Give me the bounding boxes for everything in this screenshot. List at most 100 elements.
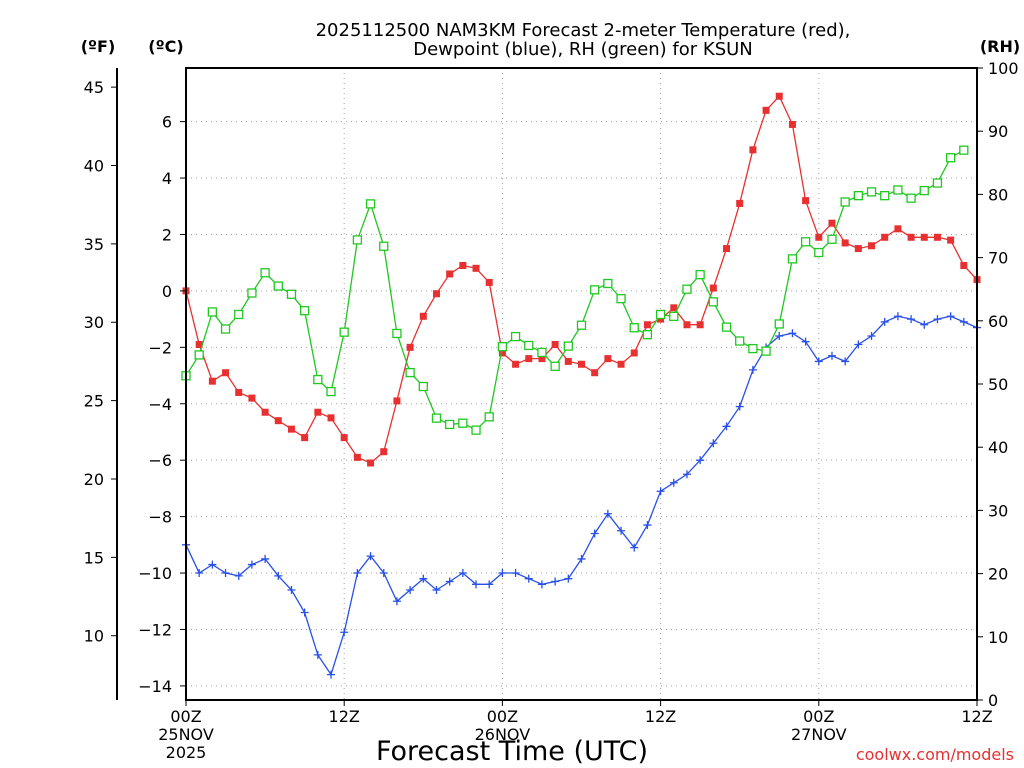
dewpoint-point (577, 554, 586, 563)
rh-point (220, 324, 231, 334)
rh-point (405, 367, 415, 378)
dewpoint-point (340, 628, 349, 637)
dewpoint-point (485, 580, 494, 589)
dewpoint-point (287, 585, 296, 594)
temperature-point (788, 120, 796, 128)
dewpoint-point (195, 569, 204, 578)
x-tick-label: 12Z (329, 707, 360, 726)
rh-tick-label: 10 (988, 628, 1008, 647)
rh-point (919, 185, 929, 196)
rh-point (576, 320, 587, 330)
rh-point (339, 327, 349, 337)
celsius-tick-label: −12 (138, 620, 172, 639)
temperature-point (604, 355, 612, 363)
rh-point (787, 254, 798, 264)
dewpoint-point (709, 439, 718, 448)
dewpoint-point (247, 560, 256, 569)
dewpoint-point (234, 571, 243, 580)
fahrenheit-tick-label: 40 (84, 156, 104, 175)
dewpoint-point (432, 585, 441, 594)
rh-point (234, 309, 244, 320)
celsius-tick-label: −8 (148, 508, 172, 527)
temperature-point (709, 284, 717, 292)
tick-labels: −14−12−10−8−6−4−202461015202530354045010… (84, 59, 1019, 762)
temperature-point (670, 304, 678, 312)
gridlines (186, 68, 977, 700)
chart-title-line2: Dewpoint (blue), RH (green) for KSUN (413, 39, 753, 60)
temperature-point (683, 321, 691, 329)
dewpoint-point (643, 521, 652, 530)
rh-point (273, 281, 283, 291)
dewpoint-point (406, 585, 415, 594)
series-layer (181, 92, 981, 679)
x-tick-label: 00Z (170, 707, 201, 726)
rh-point (524, 340, 534, 351)
rh-point (590, 285, 600, 295)
temperature-point (353, 453, 361, 461)
rh-point (418, 381, 428, 392)
dewpoint-point (907, 315, 916, 324)
dewpoint-point (445, 577, 454, 586)
rh-point (959, 145, 969, 155)
rh-point (735, 336, 745, 346)
x-axis-title: Forecast Time (UTC) (376, 736, 648, 767)
celsius-tick-label: −4 (148, 395, 172, 414)
rh-point (800, 237, 811, 247)
rh-point (721, 322, 732, 332)
rh-point (906, 193, 916, 203)
fahrenheit-tick-label: 20 (84, 470, 104, 489)
plot-frame (185, 67, 978, 701)
rh-point (853, 191, 863, 201)
temperature-point (459, 262, 467, 269)
x-tick-label: 00Z (803, 707, 834, 726)
dewpoint-point (617, 526, 626, 535)
x-tick-label: 26NOV (475, 725, 531, 744)
dewpoint-point (274, 571, 283, 580)
dewpoint-point (920, 320, 929, 329)
rh-point (893, 185, 903, 195)
temperature-point (723, 245, 731, 253)
temperature-point (920, 233, 928, 241)
rh-point (365, 199, 376, 209)
temperature-point (749, 146, 757, 154)
dewpoint-point (221, 569, 230, 578)
temperature-point (235, 388, 243, 396)
series-rh (181, 145, 969, 435)
temperature-point (432, 290, 440, 298)
temperature-point (868, 242, 876, 250)
rh-point (932, 178, 943, 188)
rh-line (185, 149, 965, 431)
fahrenheit-tick-label: 45 (84, 78, 104, 97)
dewpoint-point (537, 580, 546, 589)
rh-point (880, 191, 890, 201)
temperature-point (775, 92, 783, 100)
dewpoint-point (366, 552, 375, 561)
dewpoint-point (814, 357, 823, 366)
dewpoint-point (748, 365, 757, 374)
temperature-point (287, 425, 295, 433)
temperature-point (881, 233, 889, 241)
temperature-point (578, 360, 585, 368)
dewpoint-point (827, 351, 836, 360)
rh-point (286, 289, 297, 299)
fahrenheit-tick-label: 15 (84, 548, 104, 567)
temperature-point (419, 312, 427, 320)
axes (116, 67, 978, 701)
dewpoint-point (933, 315, 942, 324)
temperature-point (841, 239, 849, 247)
rh-point (642, 330, 653, 340)
x-tick-label: 00Z (487, 707, 518, 726)
dewpoint-point (841, 357, 850, 366)
dewpoint-point (511, 569, 520, 578)
source-credit: coolwx.com/models (856, 745, 1014, 764)
x-tick-label: 27NOV (791, 725, 847, 744)
rh-point (326, 386, 336, 397)
series-dewpoint (182, 312, 981, 679)
rh-point (497, 342, 508, 352)
fahrenheit-tick-label: 35 (84, 235, 104, 254)
rh-tick-label: 100 (988, 59, 1019, 78)
dewpoint-point (564, 574, 573, 583)
rh-point (603, 278, 613, 289)
temperature-point (564, 357, 572, 365)
temperature-point (406, 343, 414, 351)
